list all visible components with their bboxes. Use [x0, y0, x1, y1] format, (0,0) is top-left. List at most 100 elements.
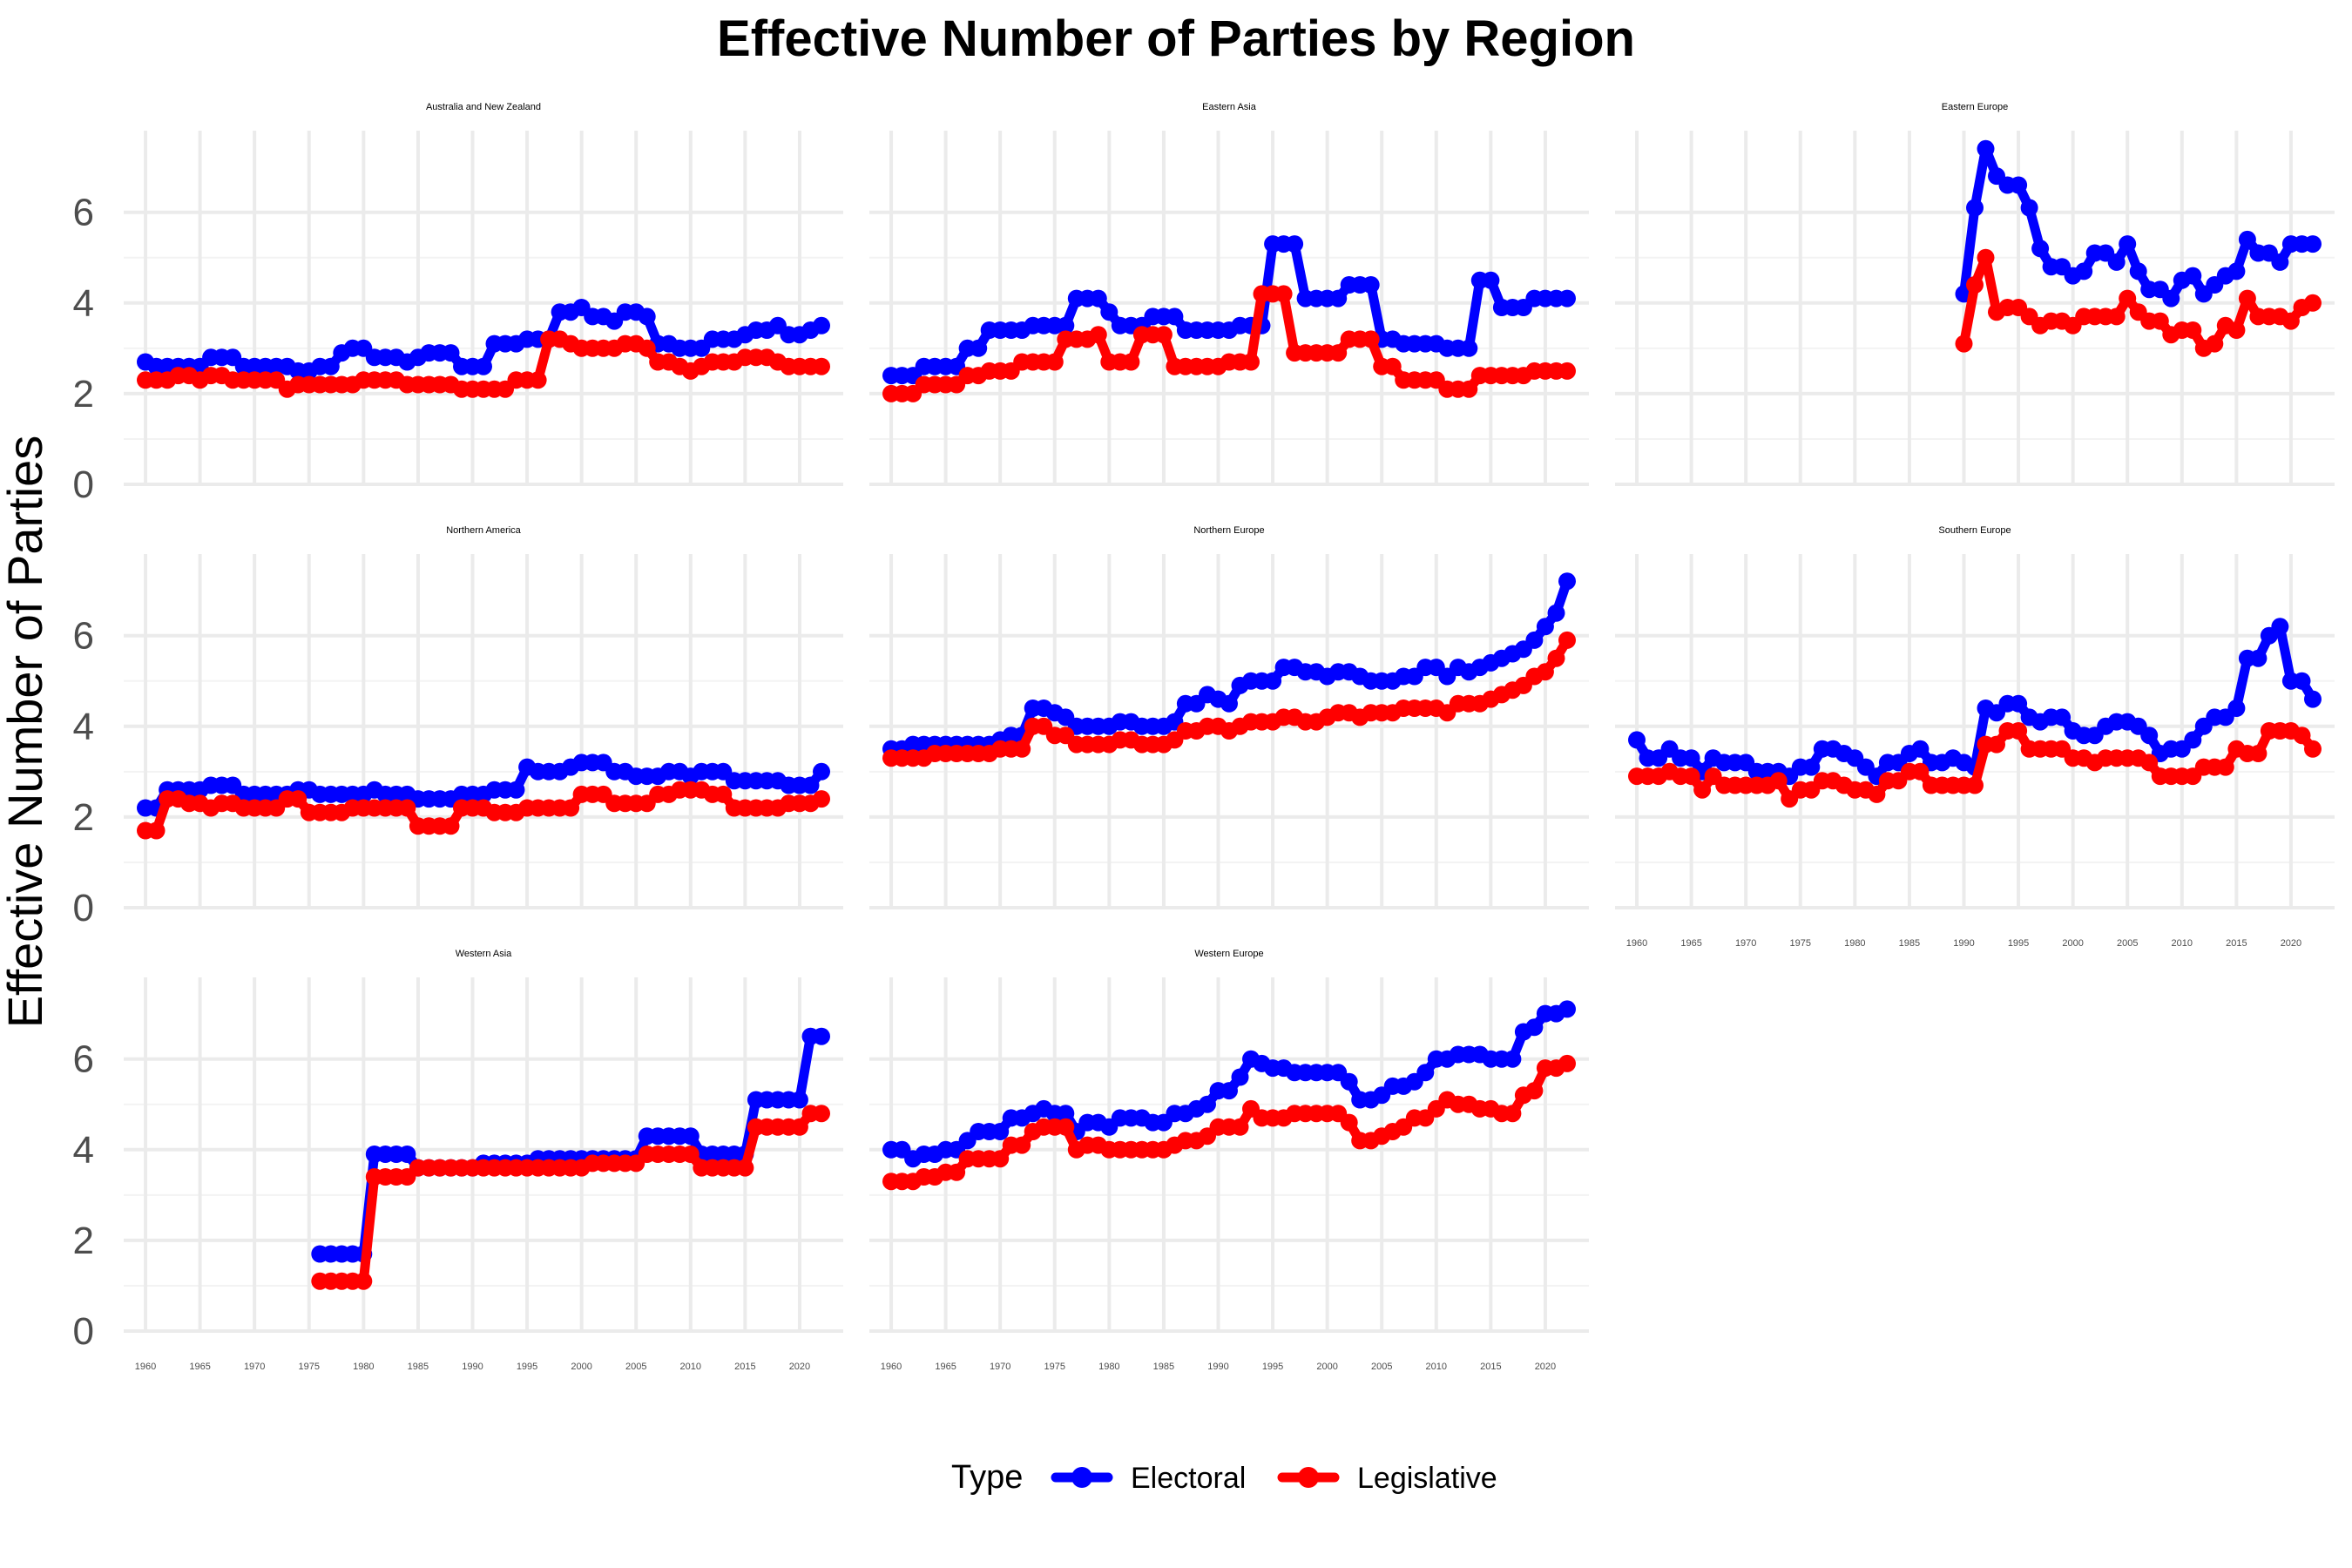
- data-point: [813, 1027, 830, 1045]
- y-tick-label: 6: [73, 615, 94, 658]
- data-point: [2151, 312, 2169, 330]
- data-point: [355, 1272, 373, 1290]
- panel-western-europe: Western Europe 1960 1965 1970 1975 1980 1985 19…: [869, 949, 1589, 1372]
- data-point: [1558, 572, 1576, 591]
- x-tick-label: 1995: [2008, 938, 2029, 949]
- panel-western-asia: Western Asia 0 2 4 6 1960 1965 1970 1975 1980 1985…: [73, 949, 843, 1372]
- data-point: [1362, 276, 1380, 294]
- data-point: [1911, 740, 1930, 758]
- series-electoral-southern-europe: [1628, 618, 2322, 786]
- y-tick-label: 0: [73, 1310, 94, 1353]
- data-point: [1504, 1105, 1522, 1123]
- x-tick-label: 2000: [1316, 1362, 1337, 1372]
- data-point: [1682, 749, 1700, 767]
- data-point: [1911, 762, 1930, 781]
- data-point: [1628, 731, 1646, 749]
- data-point: [2010, 722, 2028, 740]
- panel-northern-america: Northern America 0 2 4 6: [73, 525, 843, 929]
- data-point: [1100, 303, 1119, 321]
- panel-title: Australia and New Zealand: [426, 102, 541, 112]
- data-point: [2107, 253, 2126, 271]
- data-point: [1329, 344, 1348, 362]
- data-point: [2107, 308, 2126, 326]
- data-point: [1504, 1050, 1522, 1068]
- data-point: [1558, 1054, 1576, 1072]
- data-point: [2216, 758, 2234, 776]
- x-tick-label: 2010: [1426, 1362, 1447, 1372]
- data-point: [714, 785, 733, 803]
- panel-title: Eastern Europe: [1942, 102, 2008, 112]
- data-point: [2010, 694, 2028, 713]
- series-electoral-eastern-europe: [1955, 139, 2322, 308]
- data-point: [1089, 289, 1107, 308]
- data-point: [2031, 240, 2050, 258]
- data-point: [2184, 321, 2202, 339]
- data-point: [790, 1091, 808, 1109]
- data-point: [1199, 1095, 1216, 1113]
- panels: Australia and New Zealand 0 2 4 6 Eastern Asi…: [73, 102, 2335, 1372]
- x-tick-label: 2005: [1371, 1362, 1392, 1372]
- x-tick-label: 1980: [1098, 1362, 1119, 1372]
- data-point: [2184, 267, 2202, 285]
- data-point: [2227, 262, 2246, 280]
- data-point: [801, 776, 820, 794]
- data-point: [790, 1118, 808, 1136]
- x-tick-label: 1965: [189, 1362, 210, 1372]
- data-point: [529, 371, 547, 389]
- x-tick-label: 1995: [1262, 1362, 1283, 1372]
- data-point: [2010, 176, 2028, 194]
- chart-title: Effective Number of Parties by Region: [717, 10, 1635, 67]
- data-point: [2238, 289, 2256, 308]
- x-tick-label: 1990: [462, 1362, 483, 1372]
- series-legislative-northern-europe: [882, 631, 1576, 767]
- data-point: [1231, 1118, 1249, 1136]
- series-legislative-southern-europe: [1628, 722, 2322, 808]
- x-tick-label: 1995: [517, 1362, 537, 1372]
- data-point: [398, 799, 416, 817]
- x-tick-label: 2020: [789, 1362, 810, 1372]
- data-point: [1693, 781, 1712, 799]
- x-tick-label: 1985: [408, 1362, 429, 1372]
- data-point: [813, 790, 830, 808]
- series-electoral-eastern-asia: [882, 235, 1576, 385]
- x-tick-label: 1975: [1044, 1362, 1065, 1372]
- data-point: [2184, 731, 2202, 749]
- data-point: [1329, 289, 1348, 308]
- series-legislative-australia-and-new-zealand: [137, 330, 830, 398]
- data-point: [2140, 754, 2159, 772]
- data-point: [2238, 230, 2256, 248]
- data-point: [2304, 294, 2322, 312]
- data-point: [1802, 758, 1821, 776]
- data-point: [2140, 727, 2159, 745]
- data-point: [1057, 316, 1075, 335]
- series-electoral-northern-america: [137, 754, 830, 817]
- data-point: [1558, 289, 1576, 308]
- data-point: [1977, 248, 1995, 267]
- y-tick-label: 2: [73, 796, 94, 839]
- data-point: [2293, 727, 2311, 745]
- data-point: [1383, 357, 1402, 375]
- data-point: [1769, 772, 1788, 790]
- panel-title: Eastern Asia: [1202, 102, 1257, 112]
- x-tick-label: 1970: [1735, 938, 1756, 949]
- panel-title: Northern Europe: [1193, 525, 1264, 536]
- data-point: [1013, 740, 1031, 758]
- legend-title: Type: [951, 1459, 1023, 1496]
- data-point: [442, 817, 460, 835]
- data-point: [1340, 1113, 1358, 1132]
- data-point: [638, 339, 656, 357]
- x-tick-label: 1960: [1626, 938, 1647, 949]
- data-point: [1868, 785, 1886, 803]
- x-tick-label: 1990: [1207, 1362, 1228, 1372]
- x-tick-label: 2015: [734, 1362, 755, 1372]
- x-tick-label: 1960: [135, 1362, 156, 1372]
- x-tick-label: 2000: [2062, 938, 2083, 949]
- data-point: [1525, 1082, 1544, 1100]
- data-point: [948, 1163, 966, 1181]
- data-point: [1057, 1105, 1075, 1123]
- x-tick-label: 1985: [1153, 1362, 1174, 1372]
- data-point: [1966, 276, 1984, 294]
- series-legislative-western-europe: [882, 1054, 1576, 1191]
- data-point: [1057, 1118, 1075, 1136]
